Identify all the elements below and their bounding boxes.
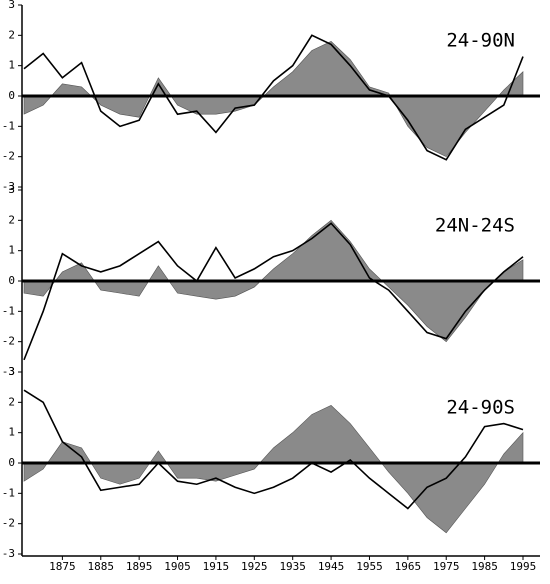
x-tick-label: 1925 [241,560,268,573]
y-tick-label: -2 [2,335,15,348]
x-tick-label: 1985 [471,560,498,573]
x-tick-label: 1995 [510,560,537,573]
x-tick-label: 1905 [164,560,191,573]
x-tick-label: 1875 [49,560,76,573]
y-tick-label: -1 [2,304,15,317]
y-tick-label: 0 [8,456,15,469]
x-tick-label: 1885 [88,560,115,573]
y-tick-label: -3 [2,547,15,560]
y-tick-label: -1 [2,119,15,132]
series-line [23,222,524,361]
y-tick-label: 0 [8,274,15,287]
y-tick-label: 3 [8,365,15,378]
y-tick-label: 3 [8,183,15,196]
x-tick-label: 1945 [318,560,345,573]
y-tick-label: 1 [8,59,15,72]
y-tick-label: 3 [8,0,15,11]
x-tick-label: 1965 [395,560,422,573]
series-line [23,34,524,161]
y-tick-label: 1 [8,426,15,439]
x-tick-label: 1955 [356,560,383,573]
y-tick-label: -2 [2,517,15,530]
x-tick-label: 1935 [279,560,306,573]
x-tick-label: 1975 [433,560,460,573]
y-tick-label: -1 [2,486,15,499]
panel-title: 24-90N [446,30,515,52]
y-tick-label: 2 [8,28,15,41]
anomaly-area [23,41,524,158]
anomaly-area [23,405,524,534]
panel-title: 24N-24S [435,215,515,237]
panel-title: 24-90S [446,397,515,419]
series-line [23,389,524,510]
y-tick-label: -2 [2,150,15,163]
y-tick-label: 1 [8,244,15,257]
y-tick-label: 0 [8,89,15,102]
y-tick-label: 2 [8,213,15,226]
y-tick-label: -3 [2,180,15,193]
y-tick-label: 2 [8,395,15,408]
y-tick-label: -3 [2,365,15,378]
x-tick-label: 1915 [203,560,230,573]
x-tick-label: 1895 [126,560,153,573]
